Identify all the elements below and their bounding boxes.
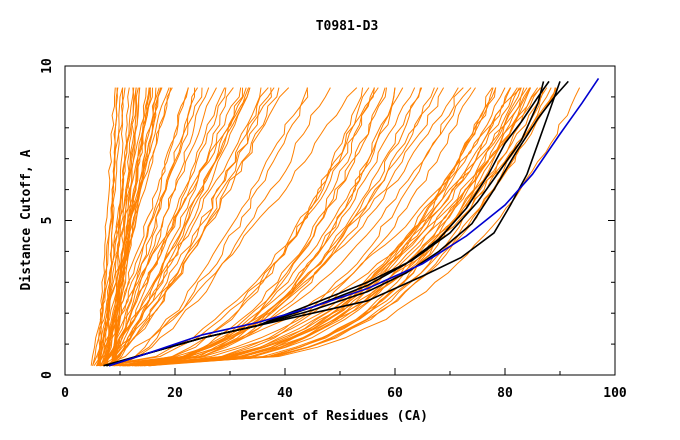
orange-model-line: [101, 87, 272, 367]
orange-model-line: [90, 87, 150, 366]
orange-model-line: [148, 87, 496, 367]
orange-model-line: [118, 87, 331, 367]
orange-model-line: [123, 87, 494, 367]
y-axis-label: Distance Cutoff, A: [19, 149, 34, 290]
orange-model-line: [104, 87, 379, 367]
orange-model-line: [101, 87, 262, 367]
orange-model-line: [93, 87, 251, 366]
orange-model-line: [142, 87, 464, 367]
orange-model-line: [134, 87, 396, 367]
x-tick-label: 40: [277, 386, 293, 401]
y-tick-label: 10: [40, 58, 55, 74]
orange-model-line: [102, 87, 375, 367]
orange-model-line: [124, 87, 511, 367]
orange-model-line: [125, 87, 416, 367]
series-layer: [90, 77, 600, 367]
orange-model-line: [119, 87, 404, 367]
orange-model-line: [96, 87, 173, 366]
y-tick-label: 0: [40, 371, 55, 379]
orange-model-line: [119, 87, 459, 367]
orange-model-line: [109, 87, 234, 367]
orange-model-line: [97, 87, 189, 366]
orange-model-line: [127, 87, 522, 367]
orange-model-line: [149, 87, 506, 367]
orange-model-line: [106, 87, 251, 367]
orange-model-line: [143, 87, 522, 367]
orange-model-line: [131, 87, 476, 367]
orange-model-line: [92, 87, 153, 366]
orange-model-line: [92, 87, 162, 366]
orange-model-line: [116, 87, 396, 367]
orange-model-line: [134, 87, 548, 367]
orange-model-line: [107, 87, 280, 367]
orange-model-line: [104, 87, 189, 366]
orange-model-line: [135, 87, 386, 367]
x-tick-label: 0: [61, 386, 69, 401]
orange-model-line: [140, 87, 539, 367]
orange-model-line: [104, 87, 358, 367]
x-tick-label: 80: [497, 386, 513, 401]
orange-model-line: [112, 87, 556, 367]
orange-model-line: [119, 87, 364, 367]
orange-model-line: [102, 87, 152, 366]
orange-model-line: [132, 87, 445, 367]
axes-layer: 0 20 40 60 80 100 0 5 10: [40, 58, 627, 401]
orange-model-line: [135, 87, 545, 367]
orange-model-line: [116, 87, 309, 367]
black-series-line: [103, 81, 561, 367]
orange-model-line: [136, 87, 531, 367]
x-axis-label: Percent of Residues (CA): [240, 409, 428, 424]
y-tick-label: 5: [40, 217, 55, 225]
orange-model-line: [121, 87, 581, 367]
orange-model-line: [99, 87, 423, 367]
orange-model-line: [105, 87, 242, 366]
orange-model-line: [148, 87, 520, 367]
orange-model-line: [103, 87, 227, 366]
orange-model-line: [102, 87, 196, 366]
x-tick-label: 60: [387, 386, 403, 401]
orange-model-line: [96, 87, 203, 366]
orange-model-line: [127, 87, 497, 367]
orange-model-line: [100, 87, 435, 367]
orange-model-line: [115, 87, 309, 367]
orange-model-line: [126, 87, 493, 367]
blue-series-line: [108, 77, 600, 367]
x-tick-label: 100: [603, 386, 627, 401]
x-tick-label: 20: [167, 386, 183, 401]
orange-model-line: [108, 87, 290, 366]
orange-model-line: [98, 87, 124, 366]
chart-title: T0981-D3: [316, 19, 379, 34]
orange-model-line: [113, 87, 531, 367]
